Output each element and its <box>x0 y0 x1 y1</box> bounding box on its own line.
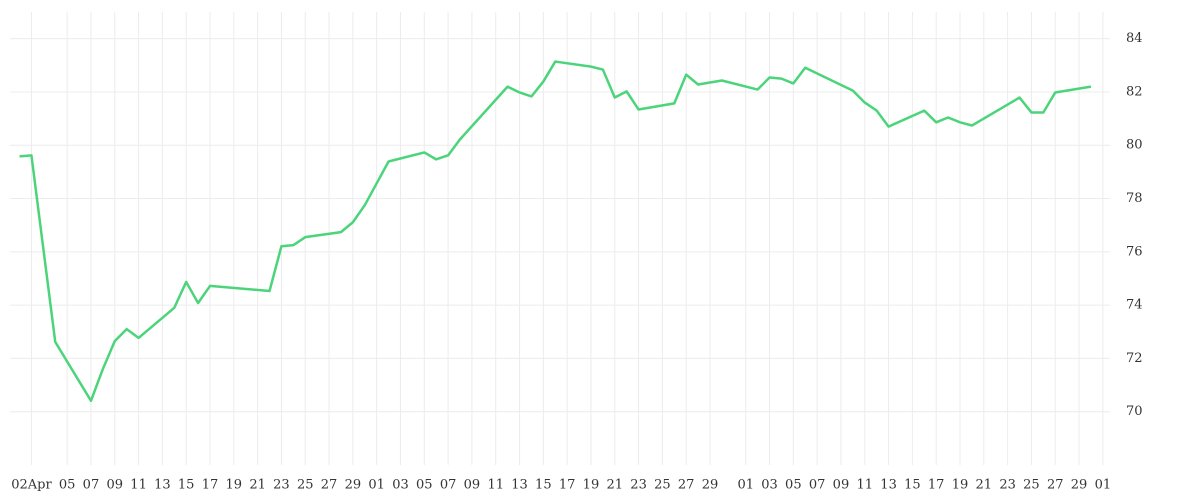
x-tick-label: 21 <box>976 478 993 493</box>
x-tick-label: 13 <box>880 478 897 493</box>
x-tick-label: 13 <box>511 478 528 493</box>
x-tick-label: 05 <box>785 478 802 493</box>
x-tick-label: 15 <box>535 478 552 493</box>
x-tick-label: 29 <box>702 478 719 493</box>
x-tick-label: 07 <box>83 478 100 493</box>
x-tick-label: 21 <box>249 478 266 493</box>
x-tick-label: 02Apr <box>11 478 52 493</box>
line <box>19 60 1092 403</box>
x-tick-label: 07 <box>809 478 826 493</box>
x-tick-label: 27 <box>321 478 338 493</box>
x-tick-label: 29 <box>345 478 362 493</box>
x-tick-label: 19 <box>583 478 600 493</box>
x-tick-label: 03 <box>392 478 409 493</box>
x-tick-label: 05 <box>59 478 76 493</box>
y-tick-label: 70 <box>1126 404 1143 419</box>
y-tick-label: 82 <box>1126 84 1143 99</box>
x-tick-label: 27 <box>678 478 695 493</box>
x-tick-label: 17 <box>928 478 945 493</box>
x-tick-label: 15 <box>904 478 921 493</box>
x-tick-label: 05 <box>416 478 433 493</box>
x-tick-label: 15 <box>178 478 195 493</box>
x-tick-label: 25 <box>654 478 671 493</box>
x-tick-label: 21 <box>606 478 623 493</box>
x-tick-label: 11 <box>130 478 147 493</box>
x-tick-label: 01 <box>1095 478 1112 493</box>
x-tick-label: 13 <box>154 478 171 493</box>
x-tick-label: 09 <box>464 478 481 493</box>
x-tick-label: 19 <box>952 478 969 493</box>
x-tick-label: 23 <box>630 478 647 493</box>
x-tick-label: 27 <box>1047 478 1064 493</box>
y-tick-label: 74 <box>1126 298 1143 313</box>
x-tick-label: 01 <box>368 478 385 493</box>
y-tick-label: 84 <box>1126 31 1143 46</box>
x-tick-label: 23 <box>999 478 1016 493</box>
x-tick-label: 01 <box>737 478 754 493</box>
y-tick-label: 80 <box>1126 138 1143 153</box>
x-tick-label: 29 <box>1071 478 1088 493</box>
x-tick-label: 09 <box>106 478 123 493</box>
x-tick-label: 25 <box>1023 478 1040 493</box>
x-tick-label: 11 <box>856 478 873 493</box>
y-tick-label: 72 <box>1126 351 1143 366</box>
y-tick-label: 76 <box>1126 244 1143 259</box>
x-tick-label: 23 <box>273 478 290 493</box>
x-tick-label: 19 <box>226 478 243 493</box>
x-tick-label: 17 <box>559 478 576 493</box>
x-tick-label: 11 <box>487 478 504 493</box>
x-tick-label: 07 <box>440 478 457 493</box>
x-tick-label: 03 <box>761 478 778 493</box>
x-tick-label: 25 <box>297 478 314 493</box>
y-tick-label: 78 <box>1126 191 1143 206</box>
x-tick-label: 17 <box>202 478 219 493</box>
x-tick-label: 09 <box>833 478 850 493</box>
